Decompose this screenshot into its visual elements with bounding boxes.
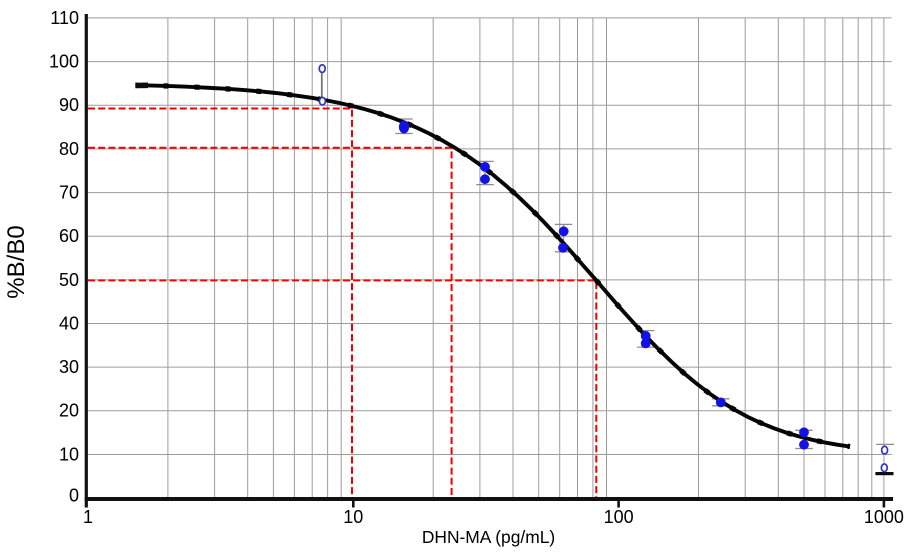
svg-text:90: 90 xyxy=(59,95,79,115)
svg-text:40: 40 xyxy=(59,313,79,333)
svg-text:DHN-MA (pg/mL): DHN-MA (pg/mL) xyxy=(422,527,555,547)
svg-text:1000: 1000 xyxy=(864,507,904,527)
svg-text:50: 50 xyxy=(59,270,79,290)
svg-text:30: 30 xyxy=(59,357,79,377)
svg-text:100: 100 xyxy=(49,52,79,72)
svg-text:20: 20 xyxy=(59,401,79,421)
svg-text:110: 110 xyxy=(50,8,79,28)
svg-text:10: 10 xyxy=(343,507,363,527)
svg-text:0: 0 xyxy=(69,486,79,506)
svg-text:80: 80 xyxy=(59,139,79,159)
svg-text:1: 1 xyxy=(83,507,93,527)
svg-text:%B/B0: %B/B0 xyxy=(3,225,30,298)
svg-text:60: 60 xyxy=(59,226,79,246)
svg-text:70: 70 xyxy=(59,183,79,203)
svg-text:10: 10 xyxy=(59,444,79,464)
svg-text:100: 100 xyxy=(604,507,634,527)
